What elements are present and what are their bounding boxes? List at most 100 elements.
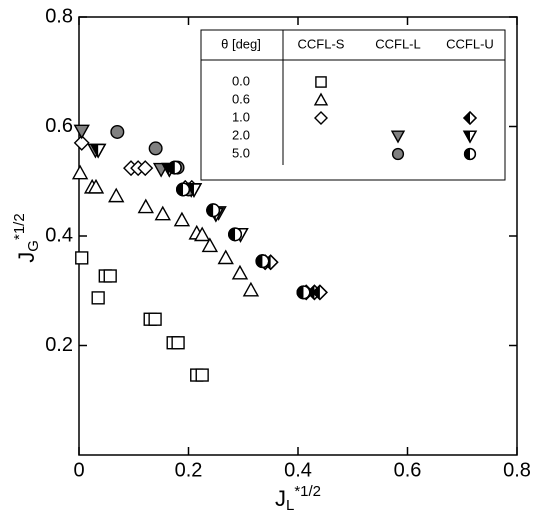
data-point: [206, 203, 221, 218]
marker-shape: [75, 251, 89, 265]
data-point: [185, 183, 203, 198]
marker-outline: [462, 130, 478, 144]
legend-row-label: 2.0: [232, 127, 250, 142]
marker-outline: [176, 182, 191, 197]
legend-marker: [313, 92, 329, 106]
data-point: [173, 211, 191, 227]
marker-shape: [87, 178, 105, 194]
data-point: [148, 312, 162, 326]
data-point: [176, 182, 191, 197]
legend-row-label: 0.6: [232, 91, 250, 106]
legend-row-label: 5.0: [232, 145, 250, 160]
marker-shape: [391, 147, 405, 161]
legend-box: [200, 29, 506, 181]
legend-marker: [315, 76, 327, 88]
data-point: [110, 124, 125, 139]
data-point: [137, 160, 154, 177]
marker-outline: [228, 227, 243, 242]
data-point: [148, 141, 163, 156]
data-point: [75, 251, 89, 265]
data-point: [242, 281, 260, 297]
legend-row-label: 0.0: [232, 73, 250, 88]
marker-shape: [171, 336, 185, 350]
legend-marker: [314, 111, 328, 125]
data-point: [296, 285, 311, 300]
marker-shape: [242, 281, 260, 297]
marker-shape: [110, 124, 125, 139]
y-tick-label: 0.2: [45, 334, 73, 356]
legend-marker: [390, 130, 406, 144]
legend-marker: [391, 147, 405, 161]
marker-shape: [193, 226, 211, 242]
data-point: [91, 291, 105, 305]
marker-shape: [137, 198, 154, 214]
x-tick-label: 0.6: [394, 459, 422, 481]
legend-header: CCFL-U: [446, 36, 494, 51]
marker-half: [464, 112, 470, 124]
marker-half: [307, 285, 315, 300]
marker-shape: [315, 76, 327, 88]
marker-outline: [463, 147, 477, 161]
data-point: [89, 143, 107, 159]
data-point: [71, 164, 89, 180]
x-tick-label: 0.8: [503, 459, 531, 481]
data-point: [228, 227, 243, 242]
legend-marker: [463, 147, 477, 161]
data-point: [201, 237, 219, 253]
data-point: [217, 249, 234, 265]
marker-outline: [167, 160, 182, 175]
legend-header: θ [deg]: [221, 36, 261, 51]
marker-shape: [313, 92, 329, 106]
marker-shape: [195, 368, 209, 382]
legend-marker: [462, 130, 478, 144]
y-axis-label: JG*1/2: [11, 213, 42, 262]
x-tick-label: 0.4: [284, 459, 312, 481]
marker-shape: [217, 249, 234, 265]
marker-shape: [73, 134, 90, 151]
marker-outline: [296, 285, 311, 300]
legend-row-label: 1.0: [232, 109, 250, 124]
data-point: [103, 269, 117, 283]
marker-shape: [137, 160, 154, 177]
marker-shape: [231, 264, 249, 280]
legend-header: CCFL-L: [375, 36, 421, 51]
marker-half: [312, 285, 320, 300]
marker-outline: [185, 183, 203, 198]
marker-shape: [108, 187, 125, 203]
x-tick-label: 0.2: [175, 459, 203, 481]
data-point: [193, 226, 211, 242]
x-tick-label: 0: [73, 459, 84, 481]
marker-shape: [201, 237, 219, 253]
data-point: [167, 160, 182, 175]
y-tick-label: 0.6: [45, 115, 73, 137]
data-point: [231, 264, 249, 280]
marker-shape: [390, 130, 406, 144]
legend-header: CCFL-S: [298, 36, 345, 51]
data-point: [137, 198, 154, 214]
marker-outline: [463, 111, 477, 125]
data-point: [73, 124, 90, 140]
marker-shape: [71, 164, 89, 180]
marker-outline: [311, 284, 328, 301]
marker-outline: [255, 254, 270, 269]
data-point: [108, 187, 125, 203]
marker-shape: [73, 124, 90, 140]
marker-shape: [148, 312, 162, 326]
data-point: [311, 284, 328, 301]
marker-shape: [148, 141, 163, 156]
data-point: [73, 134, 90, 151]
legend: θ [deg] CCFL-S CCFL-L CCFL-U 0.0 0.6 1.0 2.0 5.0: [200, 29, 506, 181]
data-point: [87, 178, 105, 194]
x-axis-label: JL*1/2: [275, 483, 321, 514]
data-point: [195, 368, 209, 382]
marker-shape: [314, 111, 328, 125]
data-point: [255, 254, 270, 269]
marker-shape: [173, 211, 191, 227]
data-point: [154, 205, 171, 221]
marker-shape: [91, 291, 105, 305]
legend-marker: [463, 111, 477, 125]
marker-shape: [103, 269, 117, 283]
data-point: [171, 336, 185, 350]
y-tick-label: 0.8: [45, 5, 73, 27]
